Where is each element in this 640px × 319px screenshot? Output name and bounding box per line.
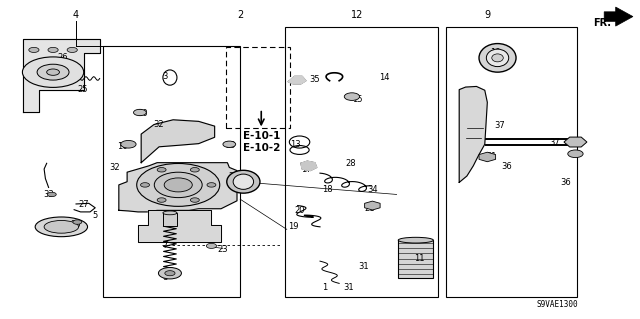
Ellipse shape (492, 54, 503, 62)
Polygon shape (604, 7, 633, 26)
Text: 35: 35 (310, 75, 320, 84)
Polygon shape (301, 161, 317, 171)
Ellipse shape (163, 211, 177, 215)
Bar (103, 46, 240, 297)
Circle shape (73, 220, 82, 224)
Circle shape (157, 167, 166, 172)
Text: 13: 13 (291, 140, 301, 149)
Text: S9VAE1300: S9VAE1300 (537, 300, 579, 309)
Text: 36: 36 (501, 162, 512, 171)
Text: 34: 34 (367, 185, 378, 194)
Text: FR.: FR. (593, 18, 611, 28)
Circle shape (223, 141, 236, 147)
Text: 10: 10 (490, 48, 501, 57)
Ellipse shape (137, 163, 220, 206)
Circle shape (47, 69, 60, 75)
Text: 12: 12 (351, 10, 364, 20)
Ellipse shape (227, 170, 260, 193)
Circle shape (344, 93, 360, 100)
Text: 7: 7 (163, 241, 168, 250)
Polygon shape (460, 86, 487, 182)
Circle shape (67, 48, 77, 52)
Polygon shape (23, 39, 100, 112)
Text: 5: 5 (93, 211, 98, 219)
Circle shape (568, 150, 583, 158)
Polygon shape (119, 163, 237, 212)
Text: 22: 22 (179, 198, 190, 207)
Circle shape (157, 198, 166, 202)
Text: 24: 24 (228, 173, 239, 182)
Circle shape (190, 167, 199, 172)
Circle shape (190, 198, 199, 202)
Text: 1: 1 (323, 283, 328, 292)
Ellipse shape (479, 44, 516, 72)
Bar (163, 213, 177, 226)
Ellipse shape (398, 237, 433, 243)
Ellipse shape (233, 174, 253, 189)
Text: 28: 28 (346, 159, 356, 168)
Text: 11: 11 (414, 254, 425, 263)
Text: 3: 3 (163, 72, 168, 81)
Circle shape (164, 178, 192, 192)
Text: E-10-1
E-10-2: E-10-1 E-10-2 (243, 131, 280, 153)
Text: 21: 21 (365, 204, 375, 213)
Circle shape (22, 57, 84, 87)
Text: 27: 27 (79, 200, 89, 209)
Text: 21: 21 (486, 152, 497, 161)
Text: 31: 31 (344, 283, 354, 292)
Text: 33: 33 (70, 220, 81, 229)
Text: 14: 14 (379, 73, 389, 82)
Polygon shape (138, 210, 221, 242)
Text: 36: 36 (561, 178, 572, 187)
Text: 15: 15 (352, 95, 362, 104)
Circle shape (207, 183, 216, 187)
Text: 8: 8 (163, 272, 168, 281)
Text: 23: 23 (218, 245, 228, 254)
Circle shape (29, 48, 39, 52)
Ellipse shape (44, 220, 79, 233)
Text: 9: 9 (484, 10, 490, 20)
Text: 26: 26 (58, 53, 68, 62)
Polygon shape (141, 120, 214, 163)
Bar (398, 240, 433, 278)
Text: 25: 25 (77, 85, 88, 94)
Text: 16: 16 (116, 142, 127, 151)
Bar (447, 27, 577, 297)
Text: 2: 2 (237, 10, 243, 20)
Circle shape (48, 48, 58, 52)
Circle shape (141, 183, 150, 187)
Text: 4: 4 (73, 10, 79, 20)
Text: 32: 32 (154, 120, 164, 129)
Ellipse shape (154, 172, 202, 197)
Text: 20: 20 (294, 206, 305, 215)
Text: 33: 33 (44, 190, 54, 199)
Polygon shape (288, 76, 306, 84)
Circle shape (37, 64, 69, 80)
Text: 31: 31 (358, 262, 369, 271)
Circle shape (134, 109, 147, 116)
Text: 19: 19 (288, 222, 298, 231)
Bar (285, 27, 438, 297)
Ellipse shape (35, 217, 88, 237)
Ellipse shape (486, 49, 509, 67)
Circle shape (47, 192, 56, 197)
Text: 30: 30 (137, 109, 148, 118)
Text: 29: 29 (225, 141, 236, 150)
Text: 37: 37 (495, 121, 506, 130)
Circle shape (165, 271, 175, 276)
Text: 18: 18 (323, 185, 333, 194)
Circle shape (159, 268, 181, 279)
Circle shape (206, 243, 216, 249)
Text: 32: 32 (109, 163, 120, 172)
Text: 17: 17 (301, 165, 311, 174)
Text: 6: 6 (163, 219, 168, 228)
Text: 37: 37 (550, 137, 561, 146)
Bar (226, 48, 290, 128)
Circle shape (121, 140, 136, 148)
